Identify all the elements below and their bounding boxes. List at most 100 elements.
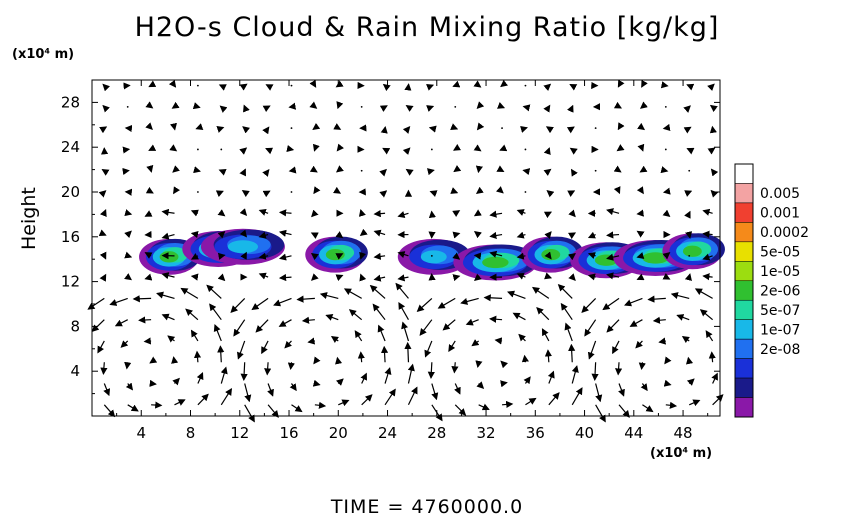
wind-vector (699, 309, 713, 321)
wind-vector (567, 190, 576, 197)
wind-vector (173, 186, 180, 195)
wind-vector (103, 383, 111, 397)
wind-vector (190, 273, 199, 281)
wind-vector (453, 143, 462, 151)
wind-vector (664, 105, 667, 108)
wind-vector (217, 230, 226, 239)
wind-vector (476, 101, 485, 110)
wind-vector (613, 165, 622, 173)
wind-vector (710, 189, 719, 198)
colorbar-label: 0.001 (760, 206, 800, 222)
wind-vector (452, 274, 461, 282)
wind-vector (584, 319, 597, 337)
wind-vector (471, 339, 480, 347)
wind-vector (171, 101, 180, 109)
wind-vector (705, 330, 714, 342)
wind-vector (348, 309, 363, 321)
wind-vector (242, 126, 251, 134)
wind-vector (494, 337, 503, 345)
wind-vector (665, 401, 678, 409)
wind-vector (262, 190, 271, 198)
wind-vector (635, 340, 643, 349)
wind-vector (99, 126, 108, 134)
wind-vector (543, 168, 552, 176)
wind-vector (379, 190, 388, 198)
wind-vector (336, 378, 344, 386)
wind-vector (430, 148, 433, 151)
x-tick-label: 24 (378, 424, 397, 442)
wind-vector (145, 122, 153, 130)
wind-vector (686, 83, 695, 91)
wind-vector (686, 378, 695, 386)
wind-vector (144, 210, 153, 217)
wind-vector (161, 272, 175, 280)
wind-vector (516, 209, 526, 216)
wind-vector (262, 168, 270, 177)
wind-vector (618, 404, 630, 418)
wind-vector (568, 232, 577, 240)
wind-vector (336, 143, 344, 152)
wind-vector (258, 252, 269, 260)
wind-vector (640, 383, 648, 392)
wind-vector (640, 101, 648, 109)
wind-vector (402, 147, 411, 156)
y-tick-label: 12 (61, 273, 80, 291)
wind-vector (684, 210, 691, 219)
wind-vector (373, 229, 386, 237)
wind-vector (217, 209, 226, 217)
wind-vector (309, 101, 318, 109)
wind-vector (544, 349, 553, 363)
wind-vector (612, 340, 620, 355)
wind-vector (384, 367, 392, 384)
wind-vector (424, 340, 433, 358)
wind-vector (662, 273, 671, 280)
wind-vector (500, 380, 508, 388)
wind-vector (145, 101, 154, 109)
wind-vector (98, 229, 107, 237)
colorbar-label: 0.005 (760, 186, 800, 202)
wind-vector (319, 292, 339, 300)
y-tick-label: 28 (61, 93, 80, 111)
wind-vector (397, 251, 409, 258)
wind-vector (290, 191, 293, 193)
wind-vector (373, 274, 386, 282)
colorbar-label: 1e-05 (760, 264, 800, 280)
wind-vector (219, 105, 228, 113)
wind-vector (398, 301, 409, 320)
wind-vector (359, 228, 368, 236)
wind-vector (569, 84, 578, 91)
wind-vector (512, 312, 526, 321)
wind-vector (265, 147, 274, 155)
wind-vector (220, 387, 233, 406)
wind-vector (262, 126, 270, 135)
wind-vector (258, 231, 269, 239)
wind-vector (309, 79, 317, 88)
wind-vector (524, 148, 527, 151)
wind-vector (168, 79, 177, 88)
wind-vector (636, 209, 645, 217)
wind-vector (360, 105, 363, 108)
wind-vector (338, 399, 350, 407)
wind-vector (557, 283, 573, 299)
wind-vector (313, 356, 321, 365)
wind-vector (124, 209, 133, 217)
wind-vector (544, 272, 553, 280)
wind-vector (636, 186, 644, 195)
wind-vector (215, 190, 224, 198)
colorbar-swatch (734, 358, 754, 379)
wind-vector (335, 356, 343, 365)
cloud-blob (482, 256, 509, 269)
wind-vector (213, 324, 222, 342)
wind-vector (476, 381, 485, 389)
wind-vector (419, 319, 433, 336)
wind-vector (473, 273, 482, 282)
wind-vector (489, 250, 503, 258)
wind-vector (595, 383, 603, 403)
wind-vector (407, 363, 415, 384)
wind-vector (702, 273, 713, 281)
wind-vector (314, 401, 327, 409)
wind-vector (267, 383, 274, 397)
wind-vector (101, 168, 110, 176)
wind-vector (568, 253, 576, 261)
